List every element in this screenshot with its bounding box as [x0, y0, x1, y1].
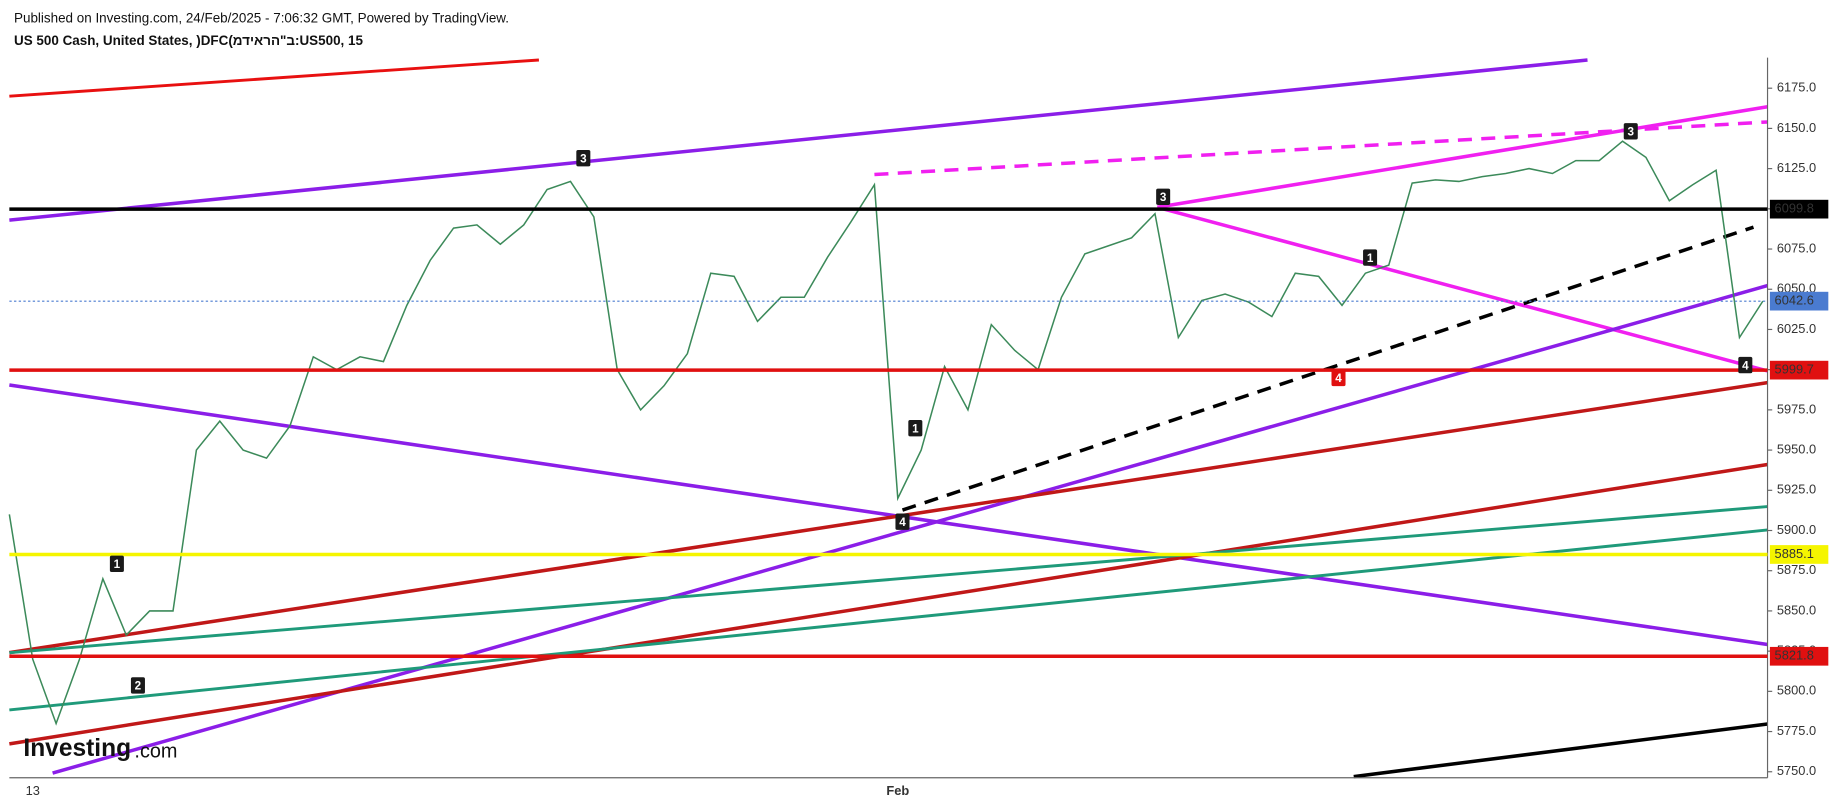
trendline — [9, 528, 1768, 712]
wave-box — [1331, 369, 1346, 387]
trendline — [9, 380, 1768, 655]
level-label: 5885.1 — [1775, 546, 1814, 561]
symbol-title: US 500 Cash, United States, )DFC(ב"הראיד… — [14, 33, 363, 48]
wave-label: 3 — [1628, 126, 1635, 139]
y-tick-label: 6075.0 — [1777, 240, 1816, 255]
y-tick-label: 5925.0 — [1777, 482, 1816, 497]
price-line — [8, 140, 1764, 726]
trendline — [9, 58, 1588, 222]
level-tag — [1769, 291, 1829, 311]
y-tick-label: 6125.0 — [1777, 160, 1816, 175]
level-label: 5999.7 — [1775, 362, 1814, 377]
level-tag — [1769, 199, 1829, 219]
wave-box — [1363, 249, 1378, 266]
trendlines — [9, 58, 1769, 779]
y-tick-label: 6175.0 — [1777, 80, 1816, 95]
trendline — [9, 58, 540, 98]
wave-label: 3 — [1160, 191, 1167, 204]
trendline — [1353, 722, 1768, 779]
wave-box — [130, 677, 145, 694]
trendline — [1156, 205, 1768, 373]
y-tick-label: 5875.0 — [1777, 562, 1816, 577]
y-tick-label: 6025.0 — [1777, 321, 1816, 336]
wave-label: 1 — [1367, 252, 1374, 265]
wave-label: 4 — [899, 516, 906, 529]
level-label: 5821.8 — [1775, 648, 1814, 663]
wave-box — [1156, 188, 1171, 205]
wave-label: 1 — [114, 558, 121, 571]
y-tick-label: 5750.0 — [1777, 763, 1816, 778]
wave-box — [576, 149, 591, 167]
wave-label: 4 — [1742, 359, 1749, 372]
wave-box — [895, 513, 910, 530]
wave-box — [908, 420, 923, 437]
wave-box — [1738, 356, 1753, 374]
wave-label: 2 — [135, 680, 142, 693]
y-tick-label: 5800.0 — [1777, 683, 1816, 698]
wave-label: 4 — [1335, 372, 1342, 385]
wave-label: 1 — [912, 422, 919, 435]
trendline — [874, 120, 1768, 177]
y-tick-label: 5900.0 — [1777, 522, 1816, 537]
trendline — [9, 462, 1768, 746]
trendline — [1157, 105, 1768, 210]
y-tick-label: 5950.0 — [1777, 441, 1816, 456]
x-tick-label: Feb — [886, 783, 909, 798]
trendline — [9, 505, 1768, 655]
level-tag — [1769, 360, 1829, 380]
level-label: 6042.6 — [1775, 293, 1814, 308]
y-tick-label: 5850.0 — [1777, 602, 1816, 617]
trendline — [9, 383, 1768, 647]
level-label: 6099.8 — [1775, 201, 1814, 216]
level-tag — [1769, 646, 1829, 666]
y-tick-label: 5975.0 — [1777, 401, 1816, 416]
x-tick-label: 13 — [26, 783, 40, 798]
logo: Investing — [23, 735, 131, 762]
wave-box — [109, 555, 124, 573]
y-tick-label: 6150.0 — [1777, 120, 1816, 135]
y-tick-label: 5775.0 — [1777, 723, 1816, 738]
published-note: Published on Investing.com, 24/Feb/2025 … — [14, 11, 509, 26]
logo-suffix: .com — [134, 740, 177, 762]
wave-label: 3 — [580, 152, 587, 165]
level-tag — [1769, 545, 1829, 564]
wave-box — [1623, 123, 1638, 140]
